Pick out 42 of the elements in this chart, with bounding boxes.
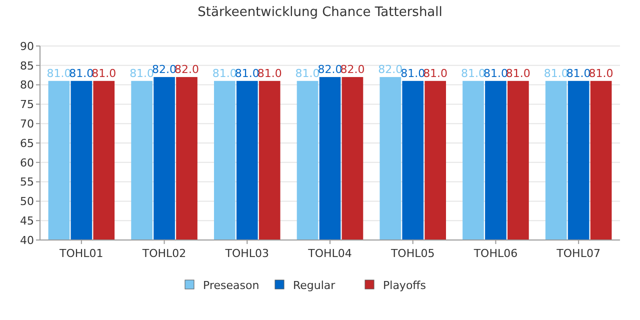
x-tick-label: TOHL02 <box>141 247 186 260</box>
data-label: 81.0 <box>400 66 426 80</box>
x-tick-label: TOHL07 <box>556 247 600 260</box>
data-label: 81.0 <box>483 66 508 80</box>
data-label: 81.0 <box>130 66 154 80</box>
data-label: 81.0 <box>544 66 568 80</box>
data-label: 81.0 <box>588 66 614 80</box>
x-tick-label: TOHL05 <box>390 247 435 260</box>
y-tick-label: 80 <box>20 78 34 92</box>
y-tick-label: 50 <box>20 195 34 208</box>
data-label: 81.0 <box>423 66 448 80</box>
x-tick-label: TOHL06 <box>472 247 518 260</box>
legend-label: Regular <box>293 278 336 292</box>
y-tick-label: 85 <box>20 59 34 72</box>
data-label: 81.0 <box>506 66 530 80</box>
legend-label: Playoffs <box>383 278 426 292</box>
y-tick-label: 65 <box>20 136 34 150</box>
x-tick-label: TOHL03 <box>224 247 270 260</box>
data-label: 81.0 <box>212 66 237 80</box>
x-tick-label: TOHL04 <box>307 247 352 260</box>
y-tick-label: 55 <box>20 176 34 189</box>
data-label: 81.0 <box>46 66 72 80</box>
y-tick-label: 60 <box>20 156 34 170</box>
data-label: 82.0 <box>174 63 200 76</box>
y-tick-label: 90 <box>20 40 34 53</box>
data-label: 81.0 <box>295 66 320 80</box>
y-tick-label: 40 <box>20 234 34 247</box>
data-label: 82.0 <box>318 63 342 76</box>
data-label: 82.0 <box>340 63 365 76</box>
data-label: 81.0 <box>460 66 486 80</box>
data-label: 82.0 <box>152 63 177 76</box>
data-label: 81.0 <box>257 66 282 80</box>
data-label: 81.0 <box>92 66 116 80</box>
y-tick-label: 75 <box>20 98 34 112</box>
x-tick-label: TOHL01 <box>58 247 104 260</box>
data-label: 81.0 <box>234 66 260 80</box>
y-tick-label: 45 <box>20 214 34 228</box>
data-label: 81.0 <box>69 66 94 80</box>
legend-label: Preseason <box>203 278 260 292</box>
chart-title: Stärkeentwicklung Chance Tattershall <box>198 5 442 20</box>
data-label: 81.0 <box>566 66 591 80</box>
y-tick-label: 70 <box>20 117 34 130</box>
